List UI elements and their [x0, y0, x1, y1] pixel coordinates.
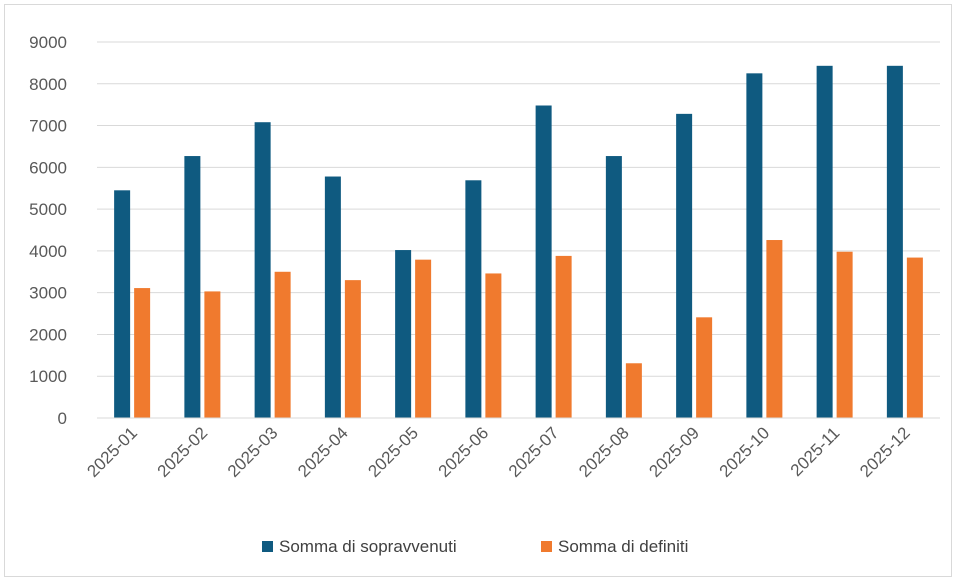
x-tick-label: 2025-09 — [645, 423, 703, 481]
bar-definiti-2025-02 — [204, 291, 221, 418]
bar-sopravvenuti-2025-12 — [886, 65, 903, 419]
x-tick-label: 2025-06 — [435, 423, 493, 481]
x-tick-label: 2025-05 — [364, 423, 422, 481]
bar-definiti-2025-08 — [625, 363, 642, 418]
bar-definiti-2025-05 — [415, 259, 432, 418]
bar-sopravvenuti-2025-03 — [254, 122, 271, 419]
x-tick-label: 2025-08 — [575, 423, 633, 481]
bars — [114, 65, 923, 419]
bar-definiti-2025-04 — [344, 280, 361, 418]
y-tick-label: 3000 — [29, 284, 67, 303]
bar-definiti-2025-01 — [134, 288, 151, 418]
bar-definiti-2025-11 — [836, 251, 853, 418]
bar-sopravvenuti-2025-06 — [465, 180, 482, 418]
x-tick-label: 2025-10 — [716, 423, 774, 481]
bar-sopravvenuti-2025-01 — [114, 190, 131, 418]
bar-sopravvenuti-2025-08 — [605, 156, 622, 418]
bar-definiti-2025-09 — [696, 317, 713, 418]
bar-definiti-2025-10 — [766, 240, 783, 418]
x-tick-label: 2025-11 — [787, 423, 844, 480]
legend-label-definiti: Somma di definiti — [558, 537, 688, 556]
y-tick-label: 9000 — [29, 33, 67, 52]
y-tick-label: 4000 — [29, 242, 67, 261]
y-tick-label: 2000 — [29, 325, 67, 344]
bar-sopravvenuti-2025-07 — [535, 105, 552, 418]
legend-label-sopravvenuti: Somma di sopravvenuti — [279, 537, 457, 556]
bar-definiti-2025-07 — [555, 255, 572, 418]
x-tick-label: 2025-04 — [294, 423, 352, 481]
y-tick-label: 7000 — [29, 117, 67, 136]
x-axis: 2025-01 2025-02 2025-03 2025-04 2025-05 2025-… — [83, 417, 940, 481]
x-tick-label: 2025-12 — [856, 423, 914, 481]
y-axis: 0 1000 2000 3000 4000 5000 6000 7000 8000 9000 — [29, 33, 67, 428]
bar-sopravvenuti-2025-02 — [184, 156, 201, 418]
legend-swatch-definiti — [541, 541, 552, 552]
legend-swatch-sopravvenuti — [262, 541, 273, 552]
y-tick-label: 1000 — [29, 367, 67, 386]
x-tick-label: 2025-02 — [154, 423, 212, 481]
bar-sopravvenuti-2025-11 — [816, 65, 833, 419]
bar-definiti-2025-12 — [906, 257, 923, 418]
bar-definiti-2025-06 — [485, 273, 502, 418]
y-tick-label: 0 — [58, 409, 67, 428]
bar-sopravvenuti-2025-05 — [395, 250, 412, 418]
x-tick-label: 2025-07 — [505, 423, 563, 481]
bar-definiti-2025-03 — [274, 271, 291, 418]
bar-sopravvenuti-2025-04 — [324, 176, 341, 418]
gridlines — [97, 41, 940, 419]
bar-sopravvenuti-2025-09 — [676, 113, 693, 418]
x-tick-label: 2025-03 — [224, 423, 282, 481]
bar-sopravvenuti-2025-10 — [746, 73, 763, 418]
y-tick-label: 8000 — [29, 75, 67, 94]
legend: Somma di sopravvenuti Somma di definiti — [262, 537, 688, 556]
x-tick-label: 2025-01 — [83, 423, 141, 481]
y-tick-label: 6000 — [29, 158, 67, 177]
y-tick-label: 5000 — [29, 200, 67, 219]
